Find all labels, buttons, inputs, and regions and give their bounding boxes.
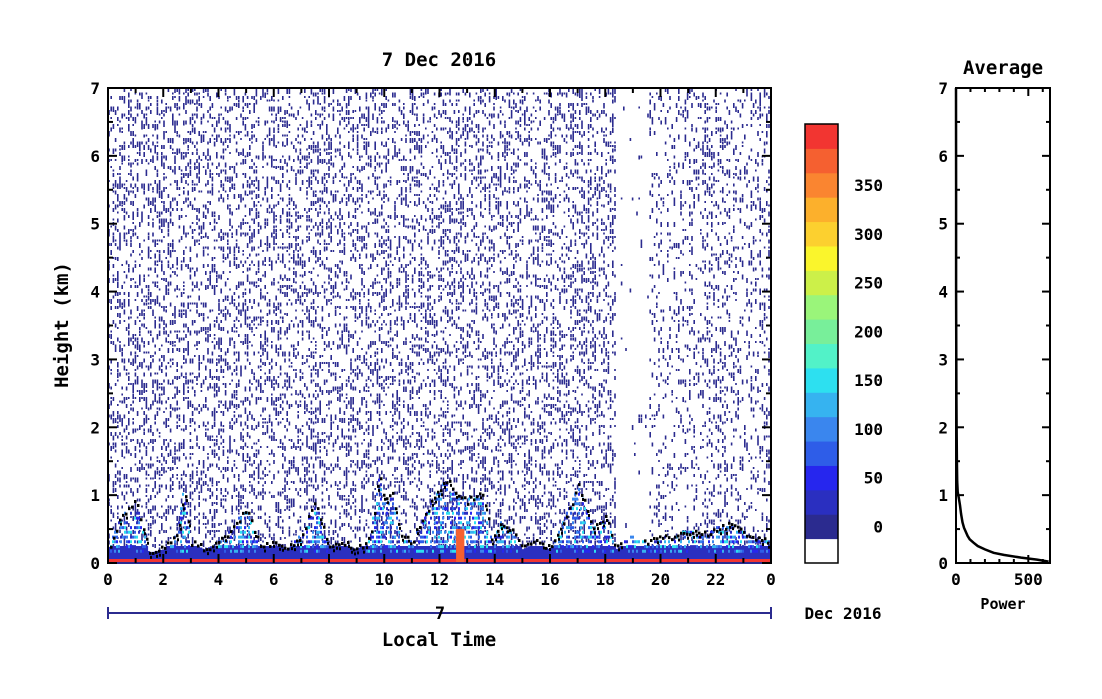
main-x-tick-label: 12 xyxy=(430,570,449,589)
colorbar-tick-label: 350 xyxy=(854,176,883,195)
main-y-tick-label: 4 xyxy=(90,283,100,302)
main-x-tick-label: 22 xyxy=(706,570,725,589)
main-y-tick-label: 1 xyxy=(90,486,100,505)
main-x-axis-label: Local Time xyxy=(382,629,496,651)
main-x-tick-label: 8 xyxy=(324,570,334,589)
colorbar-swatch xyxy=(805,367,838,393)
average-y-tick-label: 6 xyxy=(938,147,948,166)
average-title: Average xyxy=(963,57,1043,79)
average-y-tick-label: 1 xyxy=(938,486,948,505)
colorbar-swatch xyxy=(805,294,838,320)
average-y-tick-label: 0 xyxy=(938,554,948,573)
main-x-tick-label: 0 xyxy=(766,570,776,589)
main-y-axis-label: Height (km) xyxy=(51,262,73,388)
average-y-tick-label: 5 xyxy=(938,215,948,234)
main-y-tick-label: 7 xyxy=(90,79,100,98)
main-x-tick-label: 18 xyxy=(596,570,615,589)
colorbar-swatch xyxy=(805,319,838,344)
main-x-tick-label: 14 xyxy=(485,570,504,589)
colorbar-swatch xyxy=(805,416,838,442)
date-axis-month-label: Dec 2016 xyxy=(804,604,881,623)
main-x-tick-label: 2 xyxy=(158,570,168,589)
average-y-tick-label: 2 xyxy=(938,418,948,437)
main-y-tick-label: 6 xyxy=(90,147,100,166)
main-y-tick-label: 5 xyxy=(90,215,100,234)
average-y-tick-label: 4 xyxy=(938,283,948,302)
colorbar-swatch xyxy=(805,124,838,149)
colorbar-swatch xyxy=(805,392,838,418)
colorbar-tick-label: 300 xyxy=(854,225,883,244)
heatmap-cells xyxy=(107,89,771,563)
heatmap-intense-column xyxy=(456,529,465,563)
main-y-tick-label: 0 xyxy=(90,554,100,573)
date-axis-day-label: 7 xyxy=(435,604,445,624)
main-x-ticks: 0 2 4 6 8 10 12 14 16 18 20 22 0 xyxy=(103,88,776,589)
heatmap-plume xyxy=(118,483,764,553)
average-plot-border xyxy=(955,87,1051,564)
colorbar-swatch xyxy=(805,343,838,369)
average-plot-frame xyxy=(955,87,1051,564)
main-x-tick-label: 10 xyxy=(375,570,394,589)
main-y-ticks: 0 1 2 3 4 5 6 7 xyxy=(90,79,771,573)
heatmap-plume xyxy=(116,488,740,553)
main-x-tick-label: 4 xyxy=(214,570,224,589)
average-x-axis-label: Power xyxy=(980,595,1025,613)
colorbar-tick-label: 250 xyxy=(854,274,883,293)
colorbar-swatch xyxy=(805,514,838,540)
average-x-tick-label: 500 xyxy=(1014,570,1043,589)
colorbar-swatch xyxy=(805,245,838,271)
colorbar-tick-label: 150 xyxy=(854,371,883,390)
average-profile-line xyxy=(954,87,1049,563)
date-axis xyxy=(107,607,772,619)
average-x-tick-label: 0 xyxy=(951,570,961,589)
colorbar-swatch xyxy=(805,441,838,466)
colorbar-swatch xyxy=(805,148,838,174)
main-y-tick-label: 2 xyxy=(90,418,100,437)
main-x-tick-label: 0 xyxy=(103,570,113,589)
colorbar: 0 50 100 150 200 250 300 350 xyxy=(804,123,883,564)
average-y-tick-label: 7 xyxy=(938,79,948,98)
colorbar-swatch xyxy=(805,489,838,515)
colorbar-tick-label: 0 xyxy=(873,517,883,536)
main-y-tick-label: 3 xyxy=(90,350,100,369)
colorbar-tick-label: 200 xyxy=(854,322,883,341)
colorbar-tick-label: 50 xyxy=(864,469,883,488)
main-x-tick-label: 16 xyxy=(540,570,559,589)
heatmap-cloud-top-markers xyxy=(110,477,770,559)
colorbar-tick-label: 100 xyxy=(854,420,883,439)
main-x-tick-label: 20 xyxy=(651,570,670,589)
main-x-tick-label: 6 xyxy=(269,570,279,589)
colorbar-swatch xyxy=(805,538,838,564)
colorbar-border xyxy=(804,123,839,564)
colorbar-swatch xyxy=(805,197,838,223)
colorbar-swatch xyxy=(805,465,838,491)
colorbar-swatch xyxy=(805,270,838,296)
average-y-tick-label: 3 xyxy=(938,350,948,369)
colorbar-swatch xyxy=(805,172,838,198)
main-title: 7 Dec 2016 xyxy=(382,49,496,71)
colorbar-swatch xyxy=(805,221,838,247)
